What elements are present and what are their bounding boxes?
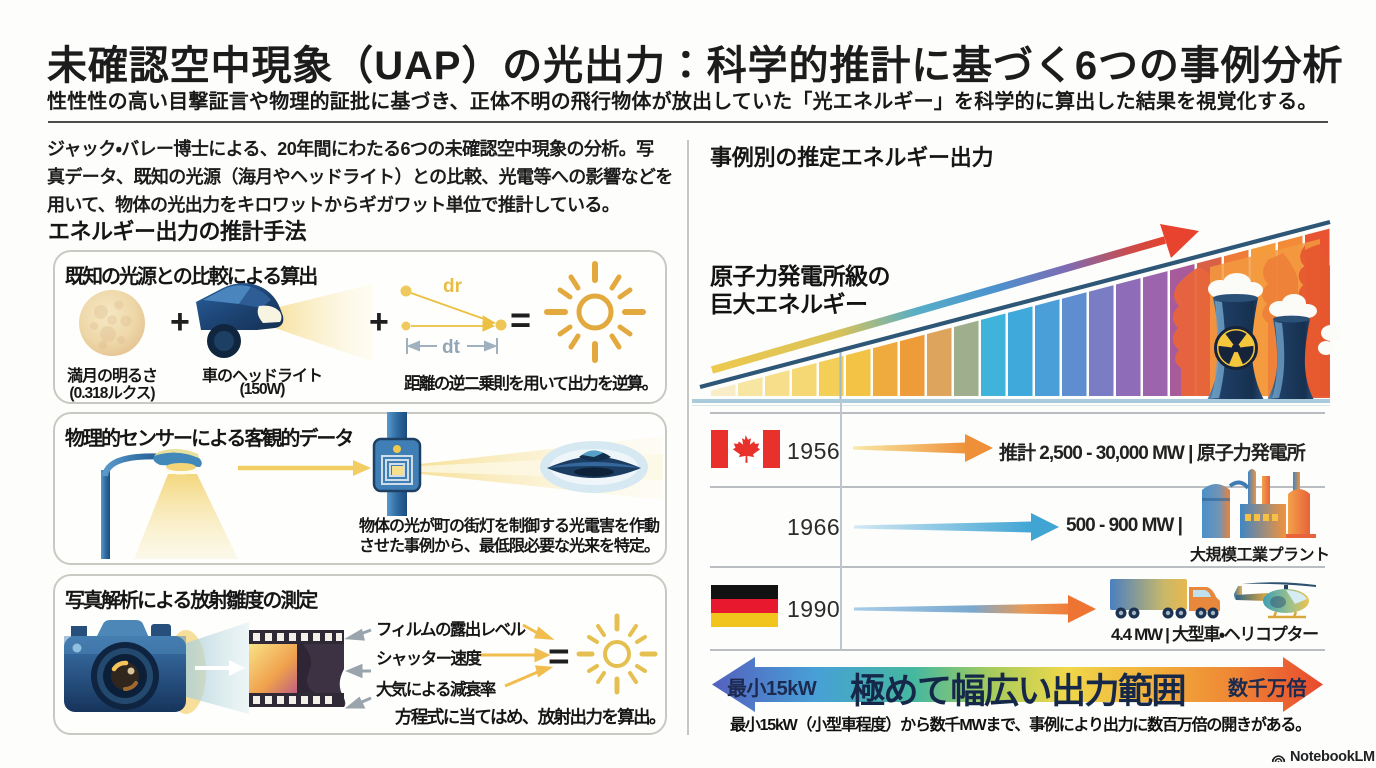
svg-text:dt: dt xyxy=(442,337,461,358)
svg-text:dr: dr xyxy=(443,276,463,297)
